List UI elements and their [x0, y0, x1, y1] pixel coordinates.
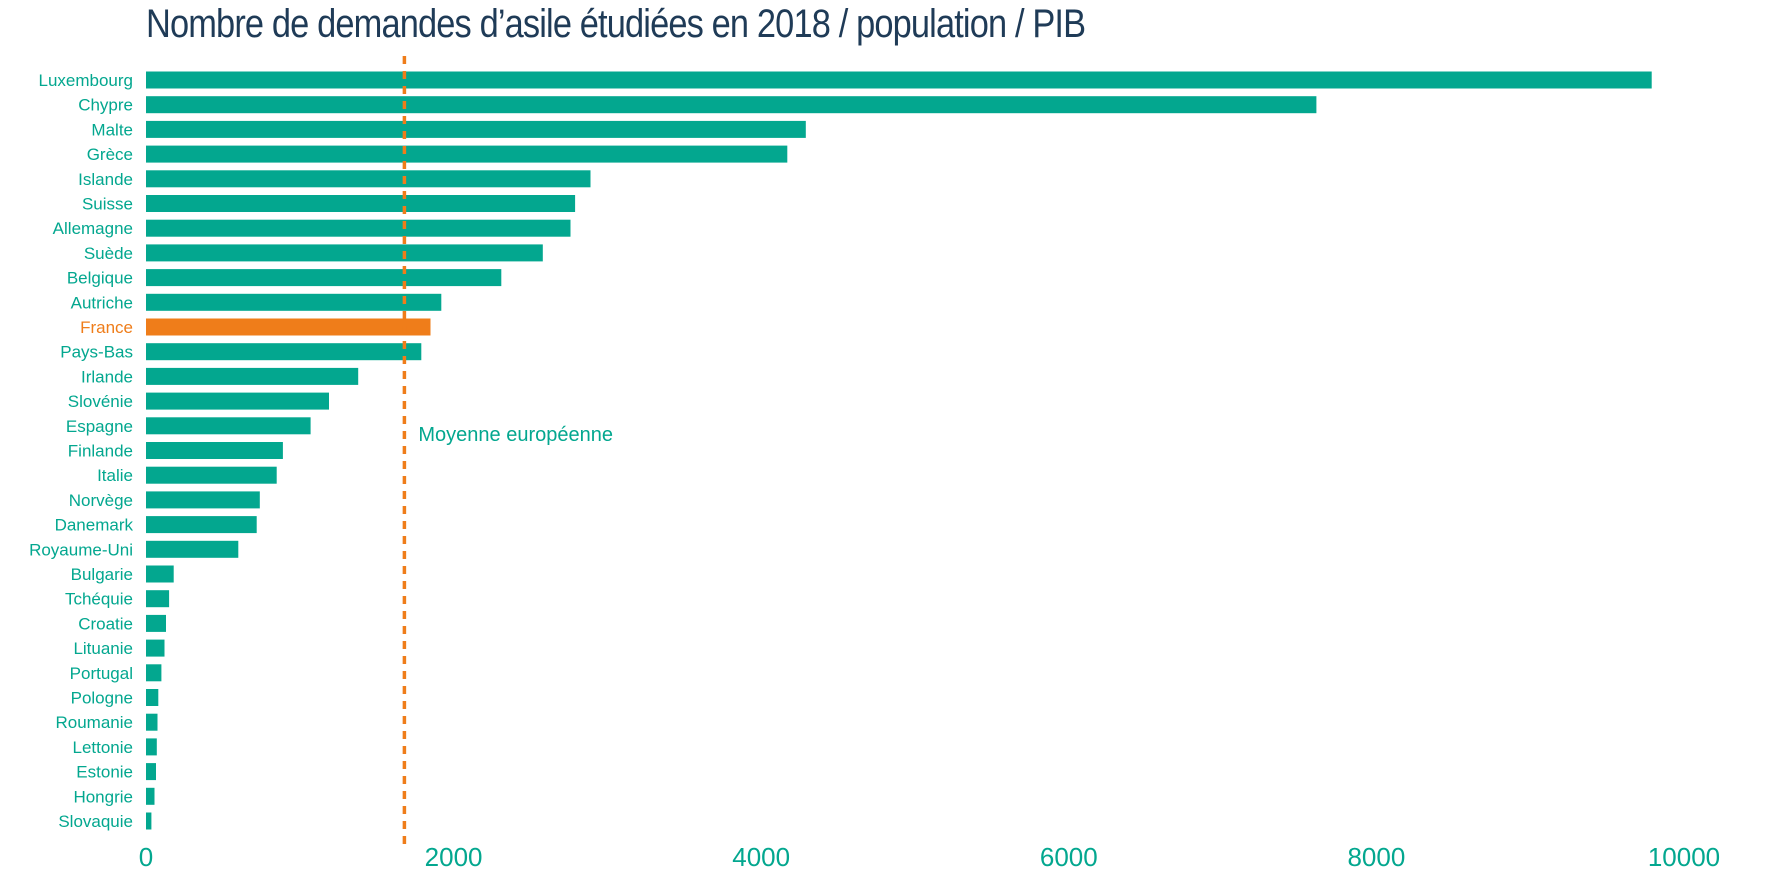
- bars-group: [146, 71, 1652, 830]
- category-label-norvege: Norvège: [69, 491, 133, 510]
- bar-luxembourg: [146, 71, 1652, 89]
- category-label-allemagne: Allemagne: [53, 219, 133, 238]
- category-label-pays-bas: Pays-Bas: [60, 343, 133, 362]
- x-tick-label-2000: 2000: [425, 842, 483, 872]
- bar-hongrie: [146, 787, 155, 805]
- bar-estonie: [146, 763, 156, 781]
- x-tick-label-8000: 8000: [1347, 842, 1405, 872]
- category-label-italie: Italie: [97, 466, 133, 485]
- bar-norvege: [146, 491, 260, 509]
- bar-autriche: [146, 293, 442, 311]
- category-label-lituanie: Lituanie: [73, 639, 133, 658]
- category-labels: Luxembourg Chypre Malte Grèce Islande Suisse A…: [29, 71, 133, 831]
- category-label-lettonie: Lettonie: [73, 738, 134, 757]
- category-label-autriche: Autriche: [71, 293, 133, 312]
- category-label-islande: Islande: [78, 170, 133, 189]
- bar-suisse: [146, 195, 576, 212]
- category-label-france: France: [80, 318, 133, 337]
- category-label-roumanie: Roumanie: [56, 713, 134, 732]
- bar-belgique: [146, 269, 502, 287]
- bar-croatie: [146, 614, 166, 632]
- category-label-chypre: Chypre: [78, 96, 133, 115]
- category-label-pologne: Pologne: [71, 689, 133, 708]
- bar-lituanie: [146, 639, 165, 657]
- x-tick-label-6000: 6000: [1040, 842, 1098, 872]
- category-label-croatie: Croatie: [78, 614, 133, 633]
- bar-royaume-uni: [146, 540, 239, 558]
- chart-title: Nombre de demandes d’asile étudiées en 2…: [146, 2, 1086, 46]
- category-label-espagne: Espagne: [66, 417, 133, 436]
- category-label-finlande: Finlande: [68, 442, 133, 461]
- bar-pays-bas: [146, 343, 422, 361]
- bar-italie: [146, 466, 277, 484]
- category-label-belgique: Belgique: [67, 269, 133, 288]
- category-label-tchequie: Tchéquie: [65, 590, 133, 609]
- bar-chypre: [146, 96, 1317, 114]
- category-label-suisse: Suisse: [82, 195, 133, 214]
- bar-pologne: [146, 689, 159, 706]
- bar-tchequie: [146, 590, 170, 608]
- category-label-portugal: Portugal: [70, 664, 133, 683]
- bar-danemark: [146, 516, 257, 534]
- bar-france: [146, 318, 431, 336]
- bar-finlande: [146, 442, 283, 459]
- bar-portugal: [146, 664, 162, 682]
- category-label-hongrie: Hongrie: [73, 787, 133, 806]
- category-label-grece: Grèce: [87, 145, 133, 164]
- category-label-royaume-uni: Royaume-Uni: [29, 540, 133, 559]
- x-tick-label-0: 0: [139, 842, 153, 872]
- bar-islande: [146, 170, 591, 188]
- category-label-danemark: Danemark: [55, 516, 134, 535]
- category-label-slovaquie: Slovaquie: [58, 812, 133, 831]
- bar-espagne: [146, 417, 311, 435]
- x-tick-label-10000: 10000: [1648, 842, 1720, 872]
- category-label-estonie: Estonie: [76, 763, 133, 782]
- bar-lettonie: [146, 738, 157, 756]
- bar-slovenie: [146, 392, 329, 410]
- category-label-slovenie: Slovénie: [68, 392, 133, 411]
- reference-line-label: Moyenne européenne: [418, 424, 613, 446]
- category-label-suede: Suède: [84, 244, 133, 263]
- bar-allemagne: [146, 219, 571, 237]
- x-axis-ticks: 0 2000 4000 6000 8000 10000: [139, 842, 1720, 872]
- bar-slovaquie: [146, 812, 152, 830]
- x-tick-label-4000: 4000: [732, 842, 790, 872]
- bar-roumanie: [146, 713, 158, 731]
- category-label-luxembourg: Luxembourg: [38, 71, 133, 90]
- category-label-bulgarie: Bulgarie: [71, 565, 133, 584]
- bar-irlande: [146, 367, 359, 385]
- bar-suede: [146, 244, 543, 262]
- reference-line-group: Moyenne européenne: [402, 56, 613, 846]
- bar-bulgarie: [146, 565, 174, 583]
- bar-grece: [146, 145, 788, 163]
- bar-malte: [146, 120, 806, 138]
- category-label-malte: Malte: [91, 120, 133, 139]
- category-label-irlande: Irlande: [81, 367, 133, 386]
